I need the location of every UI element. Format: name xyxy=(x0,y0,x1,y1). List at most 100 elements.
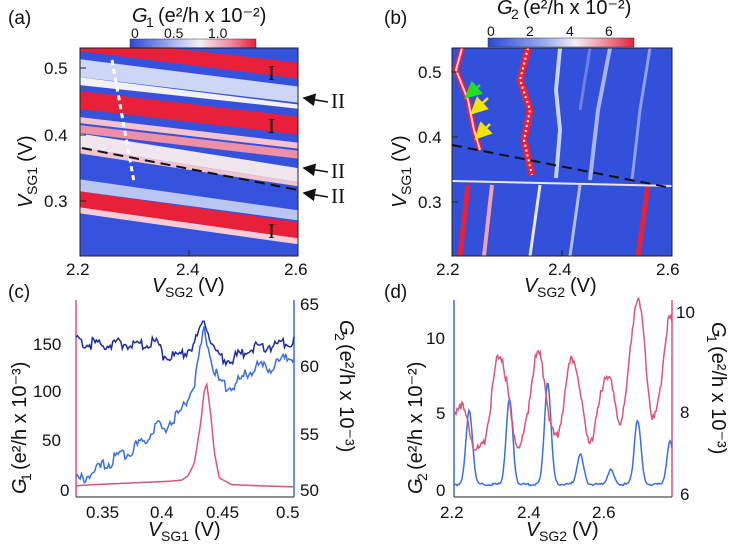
ylabel-c-right-unit: (e²/h x 10⁻³) xyxy=(335,344,357,452)
label-I-bottom: I xyxy=(268,219,275,243)
colorbar-a-tick-1: 0.5 xyxy=(164,25,184,41)
label-I-mid: I xyxy=(268,114,275,138)
ytick-b-2: 0.3 xyxy=(418,193,442,212)
ylabel-c-right: G 2 (e²/h x 10⁻³) xyxy=(332,320,357,452)
ytick-d-left-0: 0 xyxy=(436,481,445,500)
dashed-line-white-a xyxy=(110,59,136,183)
xlabel-b-sub: SG2 xyxy=(537,284,565,300)
panel-a: (a) G 1 (e²/h x 10⁻²) 0 0.5 1.0 xyxy=(8,5,345,300)
ylabel-c-left: G 1 (e²/h x 10⁻³) xyxy=(9,362,34,494)
ylabel-c-right-sub: 2 xyxy=(332,333,348,341)
xtick-c-1: 0.4 xyxy=(150,503,174,522)
arrow-yellow-b-1 xyxy=(470,96,489,115)
xtick-b-0: 2.2 xyxy=(436,260,460,279)
xtick-a-2: 2.6 xyxy=(284,260,308,279)
ytick-c-right-3: 65 xyxy=(300,295,319,314)
xlabel-b-base: V xyxy=(524,275,539,297)
colorbar-a-symbol: G xyxy=(132,5,148,27)
ylabel-c-left-base: G xyxy=(9,478,31,494)
ytick-c-left-1: 50 xyxy=(42,431,61,450)
ylabel-d-left-unit: (e²/h x 10⁻²) xyxy=(405,362,427,470)
ylabel-d-left-sub: 2 xyxy=(414,473,430,481)
colorbar-b-tick-1: 2 xyxy=(526,23,534,39)
label-II-1: II xyxy=(331,89,345,113)
label-II-3: II xyxy=(331,184,345,208)
series-c-0 xyxy=(76,381,295,488)
panel-c: (c) 0 50 100 150 G 1 (e²/h x 10⁻³) 50 55… xyxy=(8,282,357,544)
ytick-c-right-0: 50 xyxy=(300,481,319,500)
ylabel-d-right: G 1 (e²/h x 10⁻³) xyxy=(704,322,729,454)
ylabel-b-base: V xyxy=(389,193,411,208)
heatmap-b xyxy=(452,48,672,256)
yaxis-left-c: 0 50 100 150 G 1 (e²/h x 10⁻³) xyxy=(9,335,69,500)
xlabel-b-unit: (V) xyxy=(570,275,597,297)
xlabel-d-sub: SG2 xyxy=(539,528,567,544)
arrow-II-2 xyxy=(302,163,329,177)
xtick-d-0: 2.2 xyxy=(440,503,464,522)
label-I-top: I xyxy=(268,61,275,85)
ytick-a-0: 0.5 xyxy=(44,59,68,78)
panel-b-label: (b) xyxy=(384,8,407,29)
xlabel-d-base: V xyxy=(526,519,541,541)
ytick-a-1: 0.4 xyxy=(44,126,68,145)
xlabel-d-unit: (V) xyxy=(572,519,599,541)
arrow-II-3 xyxy=(302,188,329,202)
xtick-d-1: 2.4 xyxy=(517,503,541,522)
ytick-d-right-0: 6 xyxy=(680,485,689,504)
ytick-b-0: 0.5 xyxy=(418,63,442,82)
xtick-c-0: 0.35 xyxy=(86,503,119,522)
dashed-line-black-a xyxy=(81,147,299,191)
xlabel-a-base: V xyxy=(152,275,167,297)
ylabel-c-left-sub: 1 xyxy=(18,473,34,481)
ylabel-d-right-sub: 1 xyxy=(704,335,720,343)
xlabel-c-base: V xyxy=(148,519,163,541)
ylabel-a-unit: (V) xyxy=(15,135,37,162)
xtick-c-3: 0.5 xyxy=(276,503,300,522)
ylabel-b: V SG1 (V) xyxy=(389,135,414,208)
series-c-1 xyxy=(75,326,295,484)
ytick-d-right-1: 8 xyxy=(680,403,689,422)
arrow-II-1 xyxy=(302,93,329,107)
colorbar-b-unit: (e²/h x 10⁻²) xyxy=(523,0,631,19)
colorbar-b: G 2 (e²/h x 10⁻²) 0 2 4 6 xyxy=(487,0,635,48)
xaxis-d: 2.2 2.4 2.6 V SG2 (V) xyxy=(440,503,616,544)
ytick-c-right-2: 60 xyxy=(300,357,319,376)
xaxis-a: 2.2 2.4 2.6 V SG2 (V) xyxy=(66,250,308,300)
label-II-2: II xyxy=(331,159,345,183)
arrow-yellow-b-2 xyxy=(474,121,493,140)
colorbar-a-tick-0: 0 xyxy=(131,25,139,41)
panel-a-label: (a) xyxy=(8,8,31,29)
colorbar-a: G 1 (e²/h x 10⁻²) 0 0.5 1.0 xyxy=(129,5,266,49)
colorbar-a-unit: (e²/h x 10⁻²) xyxy=(158,5,266,27)
xtick-a-1: 2.4 xyxy=(176,260,200,279)
series-c xyxy=(75,320,295,488)
ytick-d-right-2: 10 xyxy=(676,303,695,322)
heatmap-a xyxy=(80,48,298,256)
colorbar-b-tick-2: 4 xyxy=(566,23,574,39)
yaxis-right-d: 6 8 10 G 1 (e²/h x 10⁻³) xyxy=(676,303,729,504)
xlabel-c-unit: (V) xyxy=(194,519,221,541)
colorbar-a-subscript: 1 xyxy=(146,14,154,30)
yaxis-right-c: 50 55 60 65 G 2 (e²/h x 10⁻³) xyxy=(300,295,357,500)
series-d xyxy=(453,296,673,487)
ytick-c-left-0: 0 xyxy=(60,481,69,500)
colorbar-b-subscript: 2 xyxy=(511,6,519,22)
series-d-1 xyxy=(453,296,673,451)
colorbar-b-tick-3: 6 xyxy=(605,23,613,39)
colorbar-b-tick-0: 0 xyxy=(487,23,495,39)
ylabel-d-right-unit: (e²/h x 10⁻³) xyxy=(707,346,729,454)
series-c-2 xyxy=(75,320,295,368)
ylabel-b-unit: (V) xyxy=(389,135,411,162)
panel-c-label: (c) xyxy=(8,282,30,303)
series-d-0 xyxy=(453,382,673,487)
colorbar-b-symbol: G xyxy=(497,0,513,19)
ytick-d-left-2: 10 xyxy=(426,329,445,348)
yaxis-b: 0.5 0.4 0.3 V SG1 (V) xyxy=(389,63,458,212)
xaxis-b: 2.2 2.4 2.6 V SG2 (V) xyxy=(436,250,680,300)
xlabel-a-unit: (V) xyxy=(198,275,225,297)
ytick-c-left-2: 100 xyxy=(33,382,61,401)
ytick-c-right-1: 55 xyxy=(300,425,319,444)
colorbar-b-gradient xyxy=(487,37,635,48)
ylabel-a: V SG1 (V) xyxy=(15,135,40,208)
ylabel-a-base: V xyxy=(15,193,37,208)
